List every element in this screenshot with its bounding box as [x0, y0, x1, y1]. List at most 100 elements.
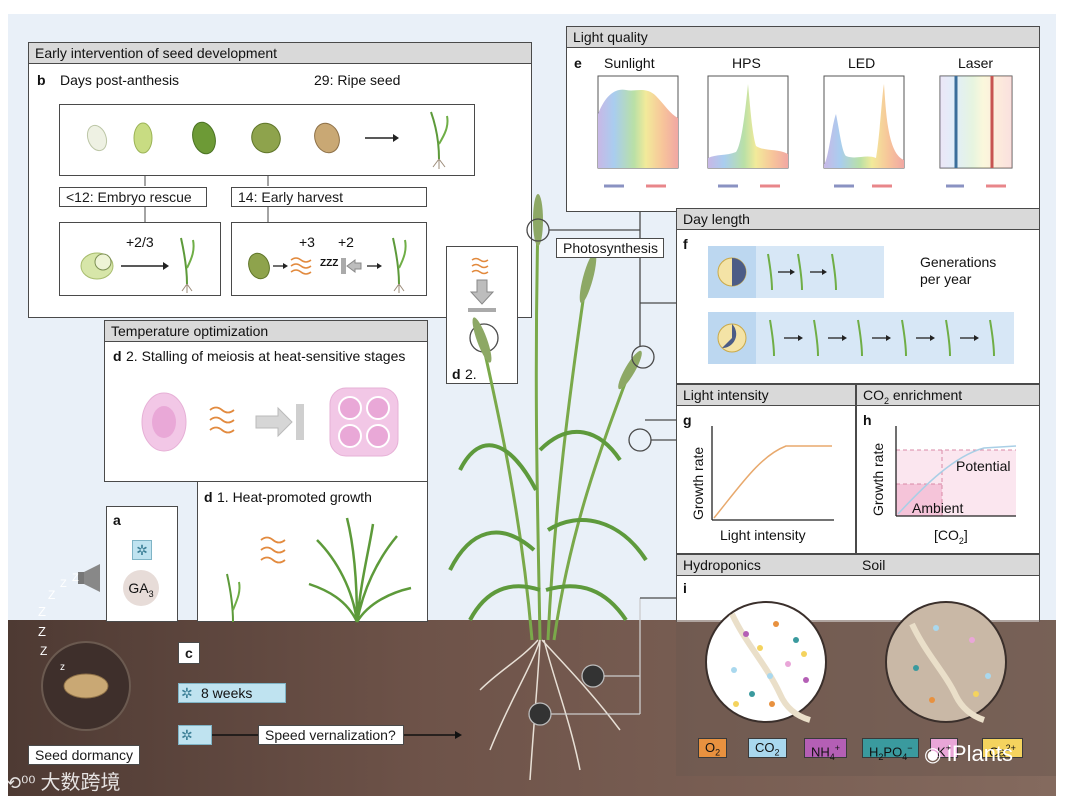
legend-ca: Ca2+: [982, 738, 1023, 759]
days-post-anthesis-label: Days post-anthesis: [60, 72, 180, 88]
sleep-zzz: ZZZ: [320, 258, 339, 269]
speed-vernalization-label: Speed vernalization?: [258, 725, 404, 745]
cold-treatment-icon: ✲: [132, 540, 152, 560]
source-hps: HPS: [732, 55, 761, 71]
co2-ambient-label: Ambient: [912, 500, 964, 516]
meiosis-illustration: [141, 387, 399, 457]
day-length-illustration: [708, 246, 1014, 364]
hydroponics-soil-illustration: [705, 601, 1007, 723]
hydroponics-header: Hydroponics: [676, 554, 1040, 576]
panel-label-g: g: [683, 412, 692, 428]
legend-ca-sup: 2+: [1005, 743, 1016, 753]
seed-development-title: Early intervention of seed development: [35, 45, 278, 61]
watermark-left: ⟲⁰⁰ 大数跨境: [6, 766, 121, 795]
co2-chart: [895, 426, 1017, 517]
harvest-days-1: +3: [299, 234, 315, 250]
source-led: LED: [848, 55, 876, 71]
legend-k: K+: [930, 738, 958, 760]
panel-label-f: f: [683, 236, 688, 252]
eight-weeks-label: 8 weeks: [201, 685, 253, 701]
sleep-z-3: Z: [48, 588, 56, 602]
sleep-z-2: Z: [60, 578, 67, 590]
light-intensity-title: Light intensity: [683, 387, 769, 403]
heat-growth-label: 1. Heat-promoted growth: [217, 489, 372, 505]
legend-nh4-main: NH: [811, 744, 830, 760]
legend-nh4-sup: +: [834, 743, 841, 753]
light-intensity-panel: [676, 384, 856, 554]
legend-co2: CO2: [748, 738, 787, 758]
generations-line-1: Generations: [920, 254, 997, 270]
snowflake-icon: ✲: [181, 685, 193, 701]
wechat-icon: ◉: [924, 744, 948, 766]
soil-title: Soil: [862, 557, 886, 573]
light-quality-header: Light quality: [566, 26, 1040, 48]
panel-d-small-text: 2.: [465, 366, 477, 382]
day-length-header: Day length: [676, 208, 1040, 230]
heat-growth-panel: [197, 482, 428, 622]
source-laser: Laser: [958, 55, 994, 71]
watermark-right: ◉ iPlants: [924, 741, 1013, 767]
ga3-badge: GA3: [123, 570, 159, 606]
co2-ylabel: Growth rate: [870, 442, 886, 516]
svg-text:z: z: [60, 662, 65, 673]
light-intensity-header: Light intensity: [676, 384, 856, 406]
watermark-right-text: iPlants: [947, 741, 1014, 766]
legend-co2-main: CO: [755, 740, 775, 755]
panel-label-h: h: [863, 412, 872, 428]
panel-label-b: b: [37, 72, 46, 88]
co2-xlabel: [CO2]: [934, 527, 968, 546]
panel-label-c: c: [178, 642, 200, 664]
legend-h2po4-tail: PO: [883, 744, 903, 760]
panel-label-d1: d: [204, 489, 213, 505]
ga3-text: GA: [128, 580, 149, 596]
panel-label-d2: d: [113, 348, 122, 364]
early-harvest-label: 14: Early harvest: [231, 187, 427, 207]
watermark-left-text: 大数跨境: [40, 772, 121, 794]
panel-label-e: e: [574, 55, 582, 71]
co2-xlabel-tail: ]: [963, 527, 968, 543]
early-harvest-illustration: [248, 237, 407, 293]
legend-nh4-sub: 4: [829, 751, 835, 762]
meiosis-heat-box: [446, 246, 518, 384]
wheat-plant-illustration: [448, 194, 648, 781]
co2-title-main: CO: [863, 387, 884, 403]
embryo-rescue-label: <12: Embryo rescue: [59, 187, 207, 207]
light-quality-title: Light quality: [573, 29, 648, 45]
legend-h2po4: H2PO4−: [862, 738, 920, 762]
rescue-days: +2/3: [126, 234, 154, 250]
legend-h2po4-sub: 2: [878, 751, 884, 762]
photosynthesis-label: Photosynthesis: [556, 238, 664, 258]
megaphone-icon: [78, 564, 100, 592]
co2-title-sub: 2: [884, 395, 890, 406]
co2-xlabel-sub: 2: [958, 535, 964, 546]
temperature-header: Temperature optimization: [104, 320, 428, 342]
seed-dormancy-label: Seed dormancy: [28, 745, 140, 765]
light-spectra: [597, 75, 1013, 188]
dormant-seed-illustration: z: [41, 641, 131, 731]
co2-title-tail: enrichment: [889, 387, 963, 403]
legend-k-main: K: [937, 744, 946, 760]
meiosis-stalling-label: 2. Stalling of meiosis at heat-sensitive…: [126, 348, 406, 364]
sleep-z-6: Z: [40, 644, 48, 658]
hydroponics-title: Hydroponics: [683, 557, 761, 573]
legend-o2-main: O: [705, 740, 716, 755]
legend-o2-sub: 2: [715, 747, 721, 758]
heat-growth-illustration: [226, 517, 412, 623]
legend-h2po4-tail-sup: −: [907, 743, 913, 753]
harvest-days-2: +2: [338, 234, 354, 250]
co2-potential-label: Potential: [956, 458, 1011, 474]
co2-xlabel-main: [CO: [934, 527, 959, 543]
panel-label-i: i: [683, 580, 687, 596]
temperature-title: Temperature optimization: [111, 323, 269, 339]
seed-development-header: Early intervention of seed development: [28, 42, 532, 64]
light-intensity-ylabel: Growth rate: [690, 446, 706, 520]
legend-co2-sub: 2: [774, 747, 780, 758]
watermark-logo-icon: ⟲⁰⁰: [6, 773, 41, 793]
panel-label-d-small: d: [452, 366, 461, 382]
panel-label-a: a: [113, 512, 121, 528]
light-intensity-xlabel: Light intensity: [720, 527, 806, 543]
